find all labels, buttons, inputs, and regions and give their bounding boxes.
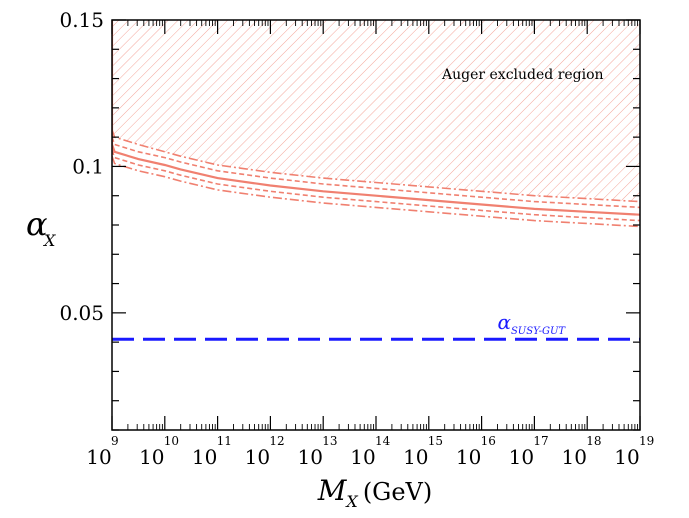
- x-tick-label: 10: [509, 445, 534, 469]
- x-tick-exponent: 14: [375, 434, 391, 448]
- excluded-region-label: Auger excluded region: [441, 67, 604, 83]
- x-tick-exponent: 16: [481, 434, 496, 448]
- x-tick-exponent: 19: [639, 434, 654, 448]
- x-axis-title-unit: (GeV): [363, 478, 432, 506]
- y-tick-label: 0.05: [59, 301, 104, 325]
- x-tick-label: 10: [192, 445, 217, 469]
- x-tick-exponent: 15: [428, 434, 443, 448]
- x-tick-label: 10: [139, 445, 164, 469]
- y-tick-label: 0.1: [72, 154, 104, 178]
- x-axis-title: MX (GeV): [317, 474, 433, 511]
- x-tick-exponent: 12: [269, 434, 284, 448]
- curve-upper-dash-dot: [112, 129, 640, 203]
- x-tick-exponent: 18: [586, 434, 601, 448]
- y-axis-title-main: α: [26, 205, 48, 243]
- x-tick-label: 10: [614, 445, 639, 469]
- susy-gut-label-main: α: [497, 310, 511, 334]
- x-axis-title-sub: X: [344, 492, 358, 511]
- x-tick-label: 10: [561, 445, 586, 469]
- y-tick-label: 0.15: [59, 8, 104, 32]
- curve-lower-dash-dot: [112, 155, 640, 228]
- x-tick-label: 10: [297, 445, 322, 469]
- y-axis-ticks: 0.05 0.1 0.15: [59, 8, 640, 431]
- x-tick-exponent: 10: [164, 434, 179, 448]
- limit-curves: [112, 20, 640, 228]
- y-axis-title-sub: X: [42, 231, 56, 250]
- x-tick-label: 10: [245, 445, 270, 469]
- x-axis-title-main: M: [317, 474, 348, 507]
- x-tick-label: 10: [350, 445, 375, 469]
- x-tick-exponent: 17: [533, 434, 548, 448]
- x-tick-label: 10: [403, 445, 428, 469]
- susy-gut-label-sub: SUSY-GUT: [511, 326, 566, 337]
- curve-lower-dashed: [112, 150, 640, 222]
- curve-central: [112, 20, 640, 216]
- curve-upper-dashed: [112, 136, 640, 209]
- x-tick-label: 10: [456, 445, 481, 469]
- x-axis-ticks: 1091010101110121013101410151016101710181…: [86, 20, 654, 469]
- x-tick-exponent: 9: [111, 434, 119, 448]
- x-tick-exponent: 13: [322, 434, 337, 448]
- x-tick-exponent: 11: [217, 434, 232, 448]
- y-axis-title: α: [26, 205, 48, 243]
- susy-gut-label: αSUSY-GUT: [497, 310, 566, 337]
- x-tick-label: 10: [86, 445, 111, 469]
- excluded-region: [112, 20, 640, 202]
